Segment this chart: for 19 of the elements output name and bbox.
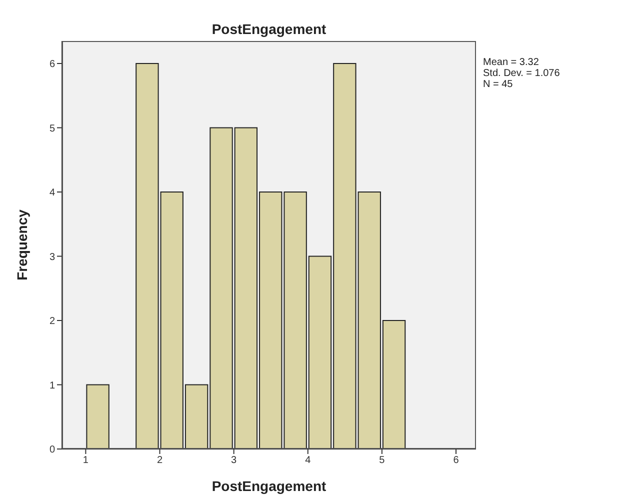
y-tick-label: 2 [49,316,56,328]
x-tick-label: 3 [231,455,238,466]
text: N = 45 [483,79,514,90]
text: Mean = 3.32 [483,57,540,68]
y-tick-label: 1 [49,380,56,392]
text: Std. Dev. = 1.076 [483,68,560,79]
y-tick-label: 0 [49,444,56,456]
y-tick-label: 3 [49,252,56,263]
y-tick-label: 4 [49,188,56,199]
x-tick-label: 2 [156,455,163,466]
chart-title: PostEngagement [210,21,328,37]
x-tick-label: 6 [453,455,460,466]
x-axis-title: PostEngagement [212,478,327,494]
x-tick-label: 1 [82,455,89,466]
x-tick-label: 5 [379,455,386,466]
y-tick-label: 5 [49,123,56,134]
x-tick-label: 4 [305,455,312,466]
y-tick-label: 6 [49,59,56,70]
y-axis-title: Frequency [14,209,30,280]
